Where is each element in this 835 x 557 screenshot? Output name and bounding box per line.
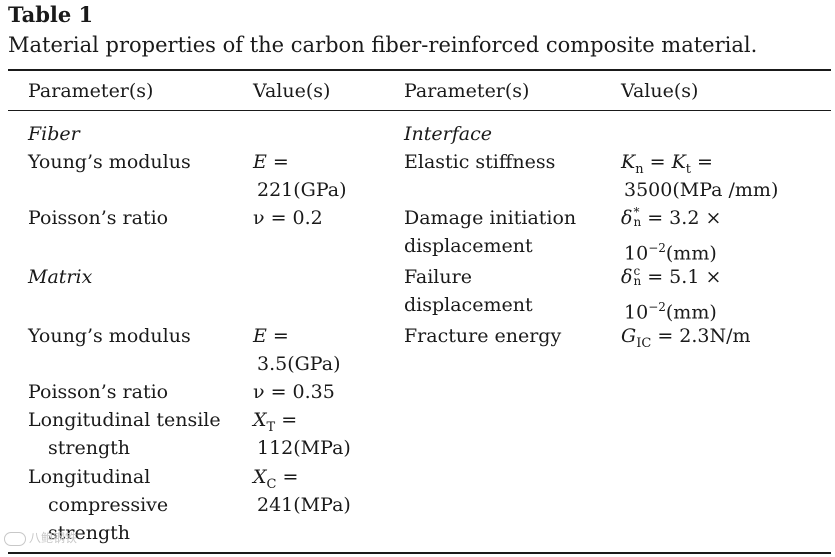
fiber-youngs-value-2: 221(GPa) — [257, 179, 347, 201]
top-rule — [8, 69, 831, 71]
long-tensile-symbol: X — [253, 409, 267, 431]
long-compressive-label: Longitudinal — [28, 466, 151, 488]
failure-label: Failure — [404, 266, 472, 288]
damage-equals: = 3.2 × — [641, 207, 722, 229]
long-compressive-label-3: strength — [48, 522, 130, 544]
long-tensile-value-2: 112(MPa) — [257, 437, 351, 459]
matrix-poisson-value: ν = 0.35 — [253, 381, 335, 403]
elastic-stiffness-value-2: 3500(MPa /mm) — [624, 179, 779, 201]
fracture-equals: = 2.3N/m — [651, 325, 751, 347]
failure-base: 10 — [624, 301, 649, 324]
table-caption: Material properties of the carbon fiber-… — [8, 33, 758, 57]
section-interface: Interface — [404, 123, 492, 145]
damage-initiation-label-2: displacement — [404, 235, 533, 257]
matrix-youngs-symbol: E = — [253, 325, 289, 347]
watermark: 八鲍钢铁 — [4, 529, 77, 546]
stiffness-k2: K — [671, 151, 686, 173]
failure-delta: δ — [621, 266, 633, 288]
damage-initiation-value-2: 10−2(mm) — [624, 234, 717, 267]
failure-superscript: c — [633, 264, 641, 278]
failure-label-2: displacement — [404, 294, 533, 316]
stiffness-k1: K — [621, 151, 636, 173]
header-rule — [8, 110, 831, 111]
damage-superscript: * — [633, 205, 640, 219]
long-tensile-equals: = — [275, 409, 298, 431]
elastic-stiffness-value: Kn = Kt = — [621, 148, 713, 184]
fiber-youngs-symbol: E = — [253, 151, 289, 173]
stiffness-k1-subscript: n — [635, 161, 644, 177]
stiffness-equals: = — [643, 151, 672, 173]
fracture-subscript: IC — [636, 335, 652, 351]
long-tensile-value: XT = — [253, 406, 297, 442]
fracture-energy-label: Fracture energy — [404, 325, 562, 347]
failure-unit: (mm) — [665, 301, 717, 324]
table-label: Table 1 — [8, 2, 94, 27]
long-tensile-label: Longitudinal tensile — [28, 409, 221, 431]
section-fiber: Fiber — [28, 123, 80, 145]
matrix-youngs-label: Young’s modulus — [28, 325, 191, 347]
failure-equals: = 5.1 × — [641, 266, 722, 288]
long-compressive-symbol: X — [253, 466, 267, 488]
long-compressive-value: XC = — [253, 463, 298, 499]
failure-value-2: 10−2(mm) — [624, 293, 717, 326]
stiffness-k2-subscript: t — [685, 161, 692, 177]
long-tensile-label-2: strength — [48, 437, 130, 459]
fiber-youngs-label: Young’s modulus — [28, 151, 191, 173]
matrix-youngs-value-2: 3.5(GPa) — [257, 353, 341, 375]
section-matrix: Matrix — [28, 266, 93, 288]
matrix-youngs-value: E = — [253, 322, 289, 350]
damage-subscript: n — [633, 215, 642, 229]
long-compressive-label-2: compressive — [48, 494, 169, 516]
watermark-logo-icon — [4, 531, 26, 546]
watermark-text: 八鲍钢铁 — [29, 531, 78, 545]
elastic-stiffness-label: Elastic stiffness — [404, 151, 556, 173]
header-value-2: Value(s) — [621, 80, 699, 102]
damage-initiation-label: Damage initiation — [404, 207, 577, 229]
bottom-rule — [8, 552, 831, 554]
damage-unit: (mm) — [665, 242, 717, 265]
fracture-g: G — [621, 325, 637, 347]
damage-exponent: −2 — [648, 241, 666, 255]
long-compressive-value-2: 241(MPa) — [257, 494, 351, 516]
header-value-1: Value(s) — [253, 80, 331, 102]
damage-initiation-value: δ * n = 3.2 × — [621, 204, 721, 232]
failure-subscript: n — [633, 274, 642, 288]
long-compressive-subscript: C — [266, 476, 277, 492]
fiber-poisson-value: ν = 0.2 — [253, 207, 323, 229]
fiber-poisson-label: Poisson’s ratio — [28, 207, 169, 229]
stiffness-equals-2: = — [691, 151, 713, 173]
damage-delta: δ — [621, 207, 633, 229]
failure-exponent: −2 — [648, 300, 666, 314]
long-tensile-subscript: T — [266, 419, 276, 435]
matrix-poisson-label: Poisson’s ratio — [28, 381, 169, 403]
header-parameter-1: Parameter(s) — [28, 80, 154, 102]
header-parameter-2: Parameter(s) — [404, 80, 530, 102]
damage-base: 10 — [624, 242, 649, 265]
fracture-energy-value: GIC = 2.3N/m — [621, 322, 751, 358]
fiber-youngs-value: E = — [253, 148, 289, 176]
long-compressive-equals: = — [276, 466, 299, 488]
